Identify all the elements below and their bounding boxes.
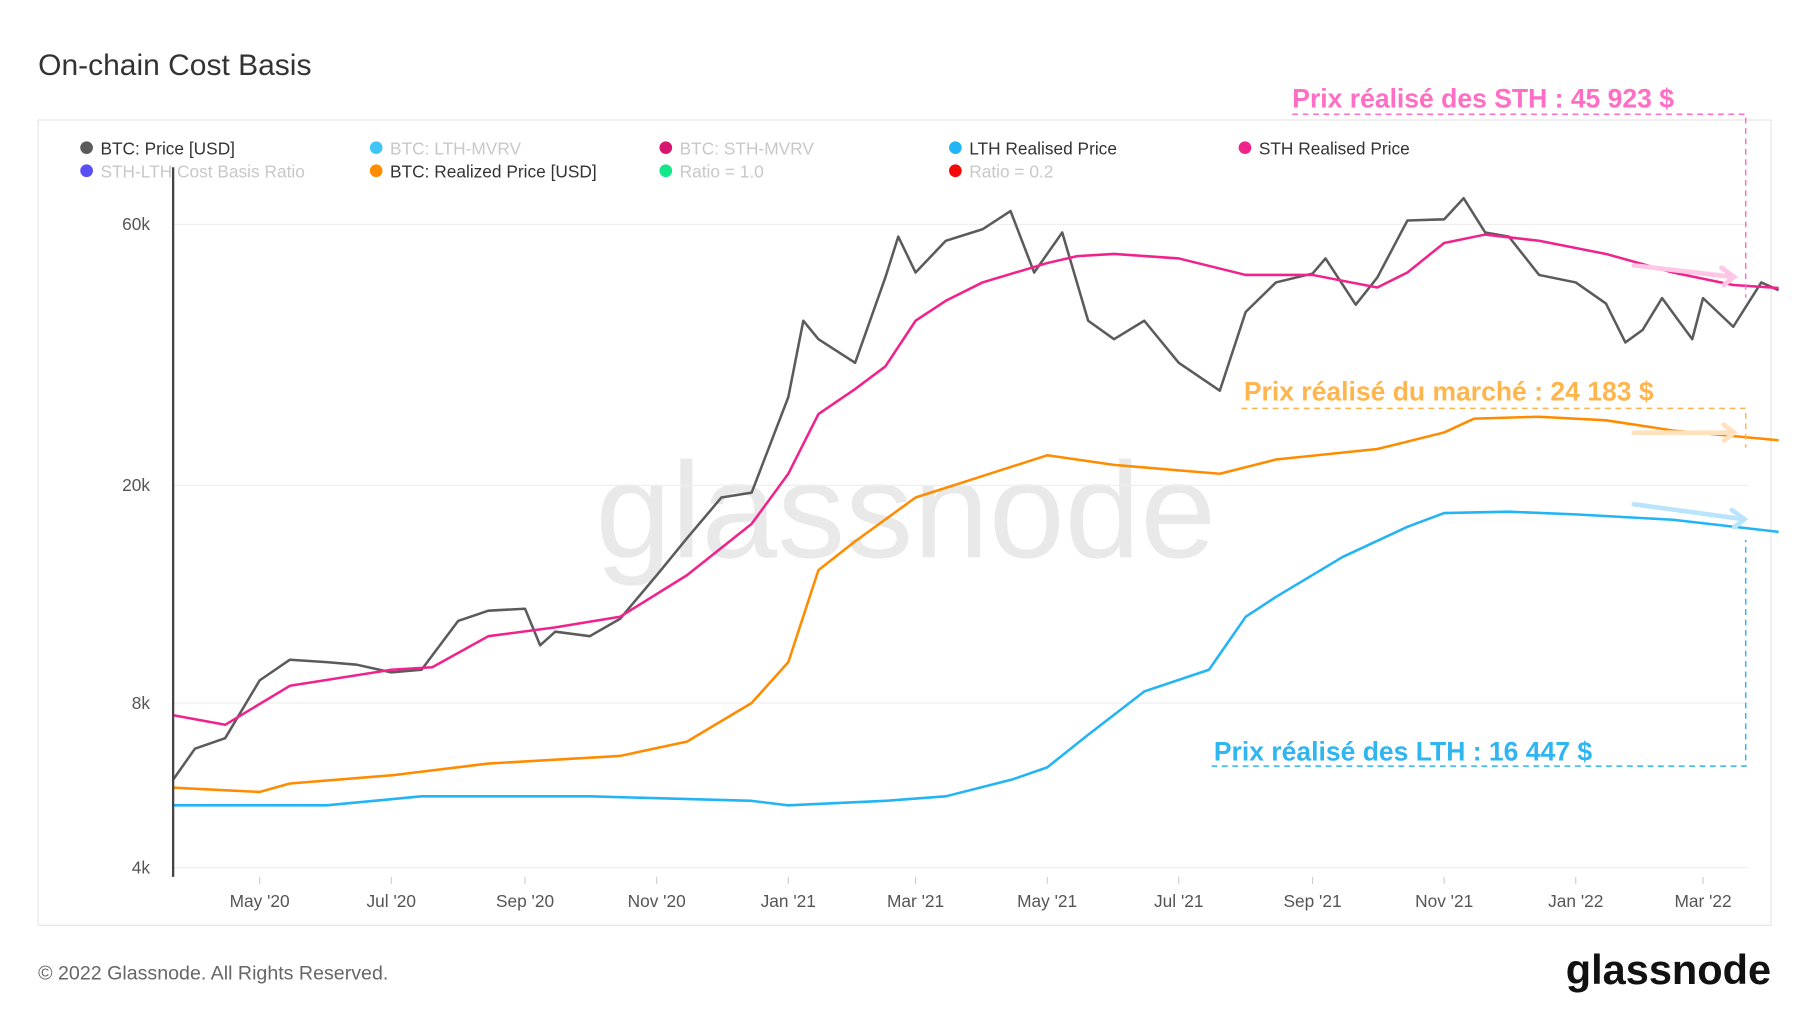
legend-dot-icon [369, 141, 383, 155]
series-line-btc-price-usd [172, 196, 1780, 781]
glassnode-logo[interactable]: glassnode [1566, 946, 1771, 993]
annotation-sth-bracket [1292, 113, 1747, 298]
copyright: © 2022 Glassnode. All Rights Reserved. [38, 963, 388, 985]
grid: 4k 8k 20k 60k [122, 214, 1749, 877]
annotation-market-text: Prix réalisé du marché : 24 183 $ [1244, 376, 1654, 406]
x-tick-label: Jul '21 [1154, 891, 1203, 911]
legend: BTC: Price [USD] BTC: LTH-MVRV BTC: STH-MV… [80, 139, 1410, 182]
legend-dot-icon [659, 164, 673, 178]
legend-item[interactable]: LTH Realised Price [949, 139, 1117, 159]
x-tick-label: Sep '21 [1283, 891, 1341, 911]
x-tick-label: Jan '22 [1548, 891, 1603, 911]
legend-label: BTC: Realized Price [USD] [390, 162, 597, 182]
legend-dot-icon [949, 164, 962, 178]
legend-label: BTC: STH-MVRV [680, 139, 815, 159]
legend-item[interactable]: Ratio = 1.0 [659, 162, 764, 182]
arrow-right-icon [1631, 422, 1738, 444]
x-tick-label: Mar '21 [887, 891, 944, 911]
legend-dot-icon [659, 141, 673, 155]
legend-item[interactable]: BTC: STH-MVRV [659, 139, 814, 159]
legend-label: STH Realised Price [1259, 139, 1410, 159]
legend-dot-icon [949, 141, 962, 155]
legend-item[interactable]: STH Realised Price [1238, 139, 1410, 159]
x-tick-label: Mar '22 [1674, 891, 1731, 911]
legend-dot-icon [1238, 141, 1252, 155]
y-tick-label: 8k [132, 693, 151, 713]
legend-dot-icon [369, 164, 383, 178]
legend-dot-icon [80, 164, 93, 178]
x-tick-label: Nov '21 [1415, 891, 1473, 911]
legend-label: Ratio = 1.0 [680, 162, 764, 182]
legend-item[interactable]: BTC: Realized Price [USD] [369, 162, 597, 182]
chart-title: On-chain Cost Basis [38, 49, 311, 82]
x-tick-label: May '20 [230, 891, 290, 911]
legend-item[interactable]: STH-LTH Cost Basis Ratio [80, 162, 305, 182]
legend-item[interactable]: BTC: LTH-MVRV [369, 139, 522, 159]
series-line-lth-realised-price [173, 510, 1779, 807]
legend-label: BTC: Price [USD] [100, 139, 235, 159]
annotation-lth: Prix réalisé des LTH : 16 447 $ [1211, 501, 1749, 767]
annotation-sth: Prix réalisé des STH : 45 923 $ [1292, 83, 1747, 298]
annotation-sth-text: Prix réalisé des STH : 45 923 $ [1292, 83, 1674, 113]
series-line-btc-realized-price-usd [173, 415, 1779, 794]
legend-label: Ratio = 0.2 [969, 162, 1053, 182]
x-axis: May '20 Jul '20 Sep '20 Nov '20 Jan '21 Mar '… [230, 876, 1732, 911]
series-layer [172, 196, 1780, 807]
legend-item[interactable]: Ratio = 0.2 [949, 162, 1053, 182]
legend-label: STH-LTH Cost Basis Ratio [100, 162, 304, 182]
y-tick-label: 20k [122, 475, 150, 495]
y-tick-label: 4k [132, 857, 151, 877]
legend-dot-icon [80, 141, 93, 155]
x-tick-label: Nov '20 [628, 891, 686, 911]
series-line-sth-realised-price [173, 233, 1779, 727]
x-tick-label: Jul '20 [367, 891, 416, 911]
x-tick-label: May '21 [1017, 891, 1077, 911]
x-tick-label: Sep '20 [496, 891, 554, 911]
arrow-down-right-icon [1631, 263, 1739, 288]
watermark: glassnode [595, 434, 1216, 586]
legend-label: LTH Realised Price [969, 139, 1117, 159]
annotation-lth-text: Prix réalisé des LTH : 16 447 $ [1214, 736, 1593, 766]
legend-item[interactable]: BTC: Price [USD] [80, 139, 235, 159]
annotation-market-bracket [1241, 407, 1747, 448]
annotation-market: Prix réalisé du marché : 24 183 $ [1241, 376, 1747, 448]
annotation-lth-bracket [1211, 539, 1747, 767]
x-tick-label: Jan '21 [761, 891, 816, 911]
legend-label: BTC: LTH-MVRV [390, 139, 521, 159]
arrow-down-right-icon [1631, 501, 1749, 530]
chart-frame [37, 119, 1772, 926]
y-tick-label: 60k [122, 214, 150, 234]
